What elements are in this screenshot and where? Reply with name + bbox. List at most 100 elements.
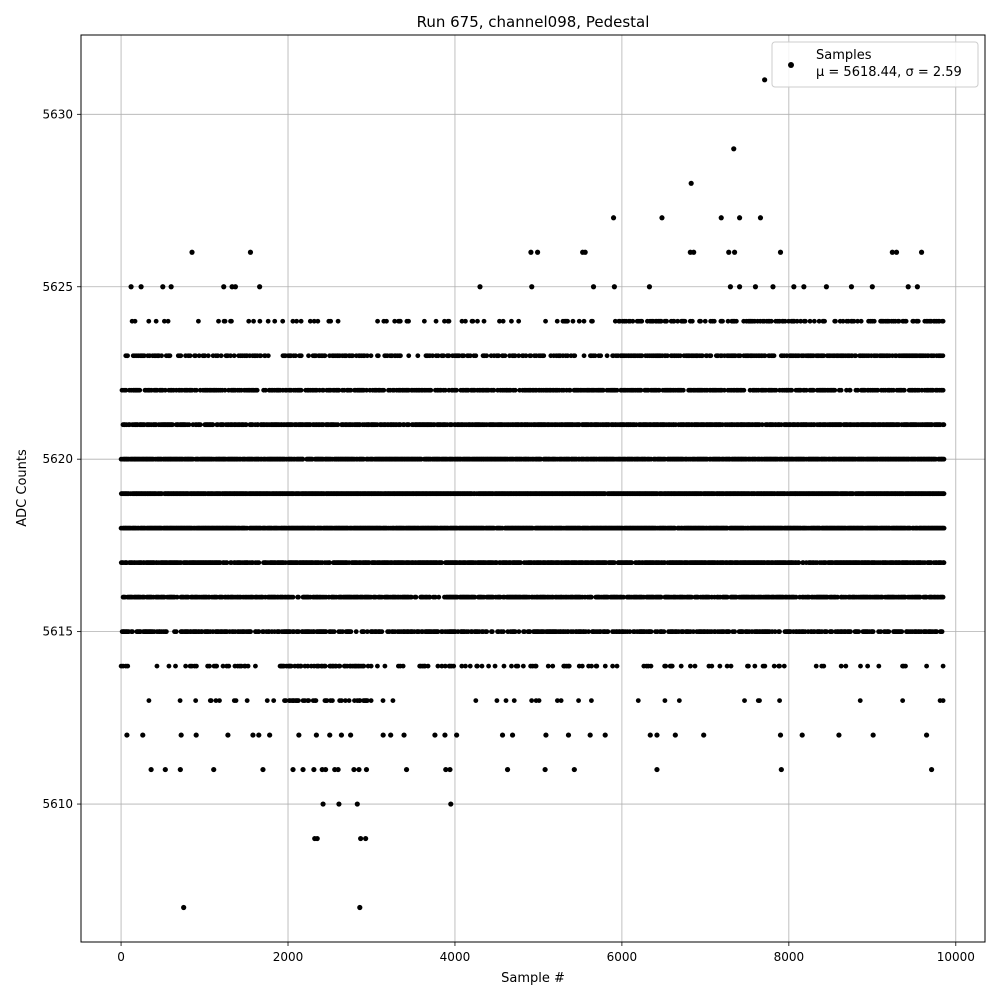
data-point bbox=[486, 664, 491, 669]
data-point bbox=[246, 319, 251, 324]
data-point bbox=[245, 698, 250, 703]
data-point bbox=[299, 353, 304, 358]
data-point bbox=[580, 664, 585, 669]
data-point bbox=[198, 422, 203, 427]
data-point bbox=[193, 698, 198, 703]
data-point bbox=[451, 664, 456, 669]
data-point bbox=[698, 319, 703, 324]
data-point bbox=[509, 664, 514, 669]
data-point bbox=[468, 664, 473, 669]
data-point bbox=[125, 353, 130, 358]
data-point bbox=[154, 319, 159, 324]
data-point bbox=[328, 319, 333, 324]
data-point bbox=[503, 353, 508, 358]
data-point bbox=[369, 353, 374, 358]
data-point bbox=[137, 388, 142, 393]
data-point bbox=[217, 698, 222, 703]
data-point bbox=[381, 388, 386, 393]
data-point bbox=[517, 629, 522, 634]
data-point bbox=[567, 664, 572, 669]
data-point bbox=[615, 664, 620, 669]
data-point bbox=[480, 664, 485, 669]
data-point bbox=[515, 664, 520, 669]
data-point bbox=[703, 319, 708, 324]
data-point bbox=[168, 353, 173, 358]
data-point bbox=[712, 319, 717, 324]
data-point bbox=[265, 698, 270, 703]
data-point bbox=[484, 629, 489, 634]
data-point bbox=[572, 353, 577, 358]
data-point bbox=[470, 319, 475, 324]
data-point bbox=[677, 698, 682, 703]
data-point bbox=[167, 664, 172, 669]
data-point bbox=[296, 595, 301, 600]
data-point bbox=[475, 664, 480, 669]
data-point bbox=[693, 664, 698, 669]
data-point bbox=[219, 353, 224, 358]
data-point bbox=[757, 698, 762, 703]
data-point bbox=[661, 629, 666, 634]
data-point bbox=[589, 595, 594, 600]
data-point bbox=[422, 319, 427, 324]
data-point bbox=[589, 698, 594, 703]
data-point bbox=[493, 664, 498, 669]
data-point bbox=[434, 319, 439, 324]
data-point bbox=[436, 595, 441, 600]
data-point bbox=[294, 319, 299, 324]
data-point bbox=[398, 353, 403, 358]
data-point bbox=[256, 560, 261, 565]
data-point bbox=[196, 319, 201, 324]
data-point bbox=[649, 629, 654, 634]
data-point bbox=[315, 319, 320, 324]
data-point bbox=[384, 319, 389, 324]
data-point bbox=[133, 319, 138, 324]
data-point bbox=[670, 664, 675, 669]
data-point bbox=[183, 664, 188, 669]
data-point bbox=[537, 698, 542, 703]
data-point bbox=[347, 698, 352, 703]
data-point bbox=[690, 319, 695, 324]
data-point bbox=[332, 629, 337, 634]
data-point bbox=[266, 319, 271, 324]
data-point bbox=[605, 353, 610, 358]
data-point bbox=[207, 664, 212, 669]
data-point bbox=[381, 698, 386, 703]
data-point bbox=[502, 664, 507, 669]
data-point bbox=[223, 319, 228, 324]
data-point bbox=[188, 353, 193, 358]
data-point bbox=[337, 664, 342, 669]
data-point bbox=[336, 319, 341, 324]
data-point bbox=[603, 664, 608, 669]
data-point bbox=[401, 664, 406, 669]
data-point bbox=[688, 664, 693, 669]
data-point bbox=[280, 319, 285, 324]
data-point bbox=[174, 629, 179, 634]
data-point bbox=[428, 388, 433, 393]
data-point bbox=[752, 664, 757, 669]
data-point bbox=[529, 698, 534, 703]
data-point bbox=[708, 353, 713, 358]
data-point bbox=[229, 319, 234, 324]
data-point bbox=[521, 664, 526, 669]
data-point bbox=[376, 353, 381, 358]
data-point bbox=[130, 629, 135, 634]
data-point bbox=[164, 629, 169, 634]
data-point bbox=[246, 664, 251, 669]
data-point bbox=[594, 664, 599, 669]
data-point bbox=[509, 319, 514, 324]
data-point bbox=[717, 664, 722, 669]
data-point bbox=[454, 388, 459, 393]
data-point bbox=[354, 629, 359, 634]
data-point bbox=[194, 664, 199, 669]
data-point bbox=[490, 629, 495, 634]
data-point bbox=[166, 319, 171, 324]
data-point bbox=[495, 698, 500, 703]
data-point bbox=[663, 664, 668, 669]
data-point bbox=[681, 388, 686, 393]
data-point bbox=[534, 664, 539, 669]
data-point bbox=[742, 698, 747, 703]
data-point bbox=[447, 319, 452, 324]
data-point bbox=[636, 698, 641, 703]
data-point bbox=[253, 664, 258, 669]
